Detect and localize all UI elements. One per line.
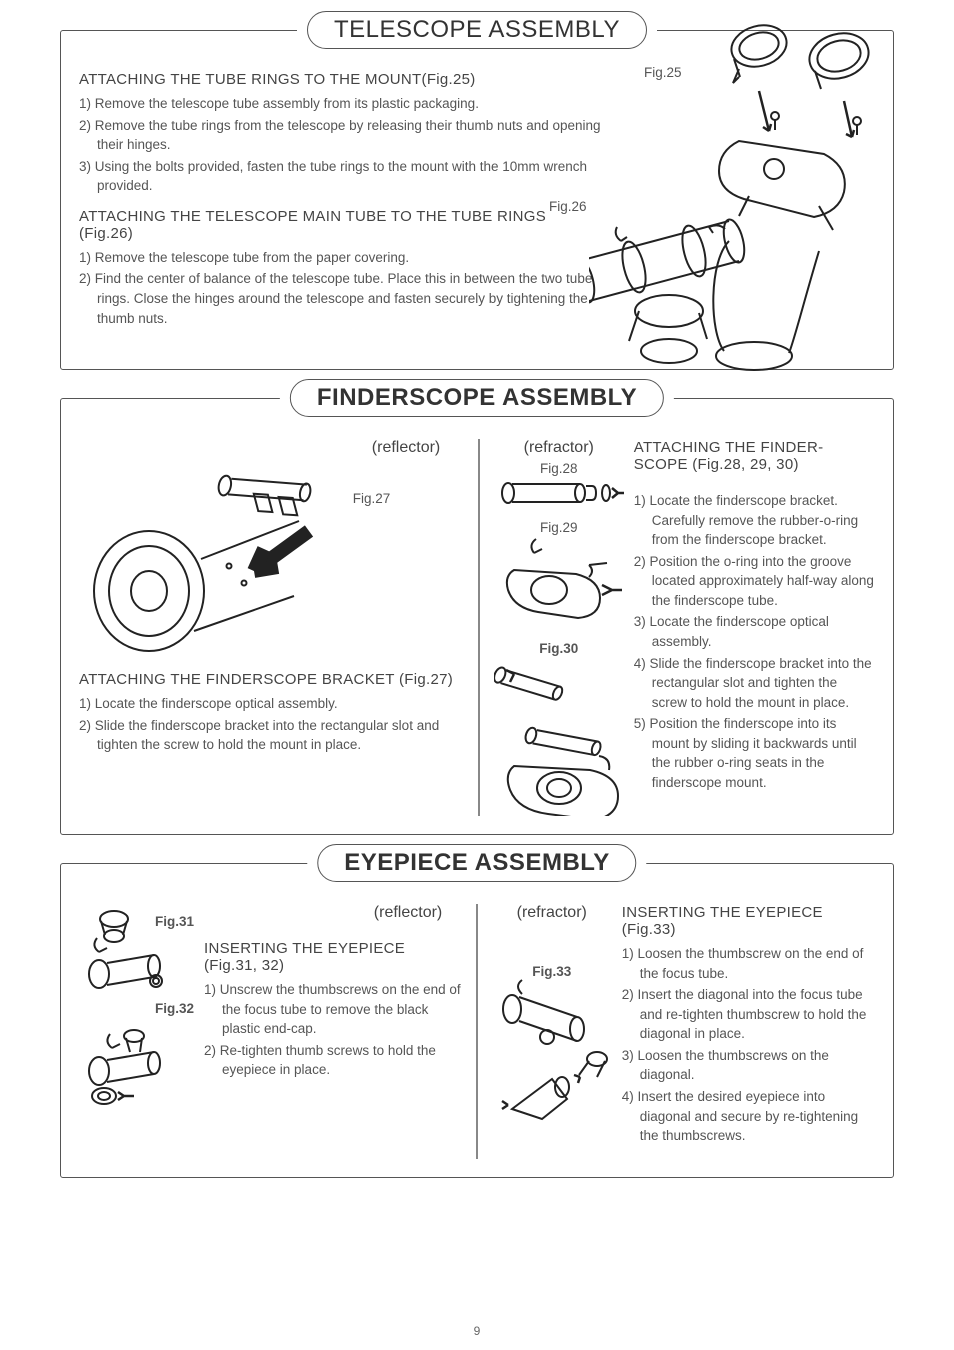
finder-left-column: (reflector) Fig.27: [79, 439, 464, 816]
step: 1) Locate the finderscope optical assemb…: [79, 694, 460, 714]
section-finderscope-assembly: FINDERSCOPE ASSEMBLY (reflector) Fig.27: [60, 398, 894, 835]
step: 3) Locate the finderscope optical assemb…: [634, 612, 875, 651]
body-attach-finderscope: 1) Locate the finderscope bracket. Caref…: [634, 491, 875, 792]
eyepiece-left-column: Fig.31 Fig.32: [79, 904, 462, 1159]
finder-columns: (reflector) Fig.27: [79, 439, 875, 816]
step: 2) Slide the finderscope bracket into th…: [79, 716, 460, 755]
eyepiece-fig32-illustration: [79, 1016, 194, 1126]
column-label-reflector: (reflector): [79, 439, 460, 457]
fig-label-33: Fig.33: [492, 964, 612, 979]
finderscope-tube-illustration: [494, 476, 624, 510]
finderscope-bracket-illustration: [494, 535, 624, 635]
column-divider: [476, 904, 478, 1159]
column-label-refractor: (refractor): [494, 439, 624, 457]
fig-label-30: Fig.30: [494, 641, 624, 656]
step: 3) Loosen the thumbscrews on the diagona…: [622, 1046, 875, 1085]
page-number: 9: [474, 1324, 481, 1338]
step: 1) Remove the telescope tube from the pa…: [79, 248, 603, 268]
step: 1) Locate the finderscope bracket. Caref…: [634, 491, 875, 550]
step: 1) Loosen the thumbscrew on the end of t…: [622, 944, 875, 983]
step: 2) Find the center of balance of the tel…: [79, 269, 603, 328]
subhead-main-tube: ATTACHING THE TELESCOPE MAIN TUBE TO THE…: [79, 208, 603, 242]
body-finder-bracket: 1) Locate the finderscope optical assemb…: [79, 694, 460, 755]
column-label-refractor: (refractor): [492, 904, 612, 922]
subhead-finder-bracket: ATTACHING THE FINDERSCOPE BRACKET (Fig.2…: [79, 671, 460, 688]
section-title: EYEPIECE ASSEMBLY: [317, 844, 636, 882]
body-insert-eyepiece-refractor: 1) Loosen the thumbscrew on the end of t…: [622, 944, 875, 1146]
section-title: FINDERSCOPE ASSEMBLY: [290, 379, 664, 417]
section-title-wrap: TELESCOPE ASSEMBLY: [297, 11, 657, 49]
finder-right-figs: (refractor) Fig.28 Fig.29: [494, 439, 624, 816]
step: 3) Using the bolts provided, fasten the …: [79, 157, 603, 196]
section-title-wrap: FINDERSCOPE ASSEMBLY: [280, 379, 674, 417]
telescope-mount-illustration: [589, 1, 899, 381]
step: 4) Slide the finderscope bracket into th…: [634, 654, 875, 713]
body-insert-eyepiece-reflector: 1) Unscrew the thumbscrews on the end of…: [204, 980, 462, 1080]
finder-right-column: (refractor) Fig.28 Fig.29: [494, 439, 875, 816]
step: 5) Position the finderscope into its mou…: [634, 714, 875, 792]
fig27-wrap: Fig.27: [79, 461, 460, 671]
fig-label-29: Fig.29: [494, 520, 624, 535]
eyepiece-right-figs: (refractor) Fig.33: [492, 904, 612, 1159]
subhead-attach-finderscope: ATTACHING THE FINDER-SCOPE (Fig.28, 29, …: [634, 439, 875, 473]
telescope-illustrations: Fig.25 Fig.26: [589, 1, 899, 381]
step: 2) Position the o-ring into the groove l…: [634, 552, 875, 611]
eyepiece-columns: Fig.31 Fig.32: [79, 904, 875, 1159]
fig-label-25: Fig.25: [644, 65, 682, 80]
section-telescope-assembly: TELESCOPE ASSEMBLY ATTACHING THE TUBE RI…: [60, 30, 894, 370]
fig-label-28: Fig.28: [494, 461, 624, 476]
step: 2) Remove the tube rings from the telesc…: [79, 116, 603, 155]
subhead-tube-rings-mount: ATTACHING THE TUBE RINGS TO THE MOUNT(Fi…: [79, 71, 603, 88]
section-title-wrap: EYEPIECE ASSEMBLY: [307, 844, 646, 882]
step: 1) Remove the telescope tube assembly fr…: [79, 94, 603, 114]
body-main-tube: 1) Remove the telescope tube from the pa…: [79, 248, 603, 328]
step: 2) Insert the diagonal into the focus tu…: [622, 985, 875, 1044]
section-eyepiece-assembly: EYEPIECE ASSEMBLY: [60, 863, 894, 1178]
eyepiece-refractor-illustration: [492, 979, 612, 1159]
finderscope-assembled-illustration: [494, 656, 624, 816]
step: 1) Unscrew the thumbscrews on the end of…: [204, 980, 462, 1039]
step: 2) Re-tighten thumb screws to hold the e…: [204, 1041, 462, 1080]
eyepiece-right-column: (refractor) Fig.33: [492, 904, 875, 1159]
eyepiece-left-figs: Fig.31 Fig.32: [79, 904, 194, 1159]
column-label-reflector: (reflector): [204, 904, 462, 922]
section-title: TELESCOPE ASSEMBLY: [307, 11, 647, 49]
subhead-insert-eyepiece-refractor: INSERTING THE EYEPIECE (Fig.33): [622, 904, 875, 938]
fig-label-27: Fig.27: [353, 491, 391, 506]
finder-right-text: ATTACHING THE FINDER-SCOPE (Fig.28, 29, …: [634, 439, 875, 816]
eyepiece-right-text: INSERTING THE EYEPIECE (Fig.33) 1) Loose…: [622, 904, 875, 1159]
body-tube-rings-mount: 1) Remove the telescope tube assembly fr…: [79, 94, 603, 196]
eyepiece-left-text: (reflector) INSERTING THE EYEPIECE (Fig.…: [204, 904, 462, 1159]
subhead-insert-eyepiece-reflector: INSERTING THE EYEPIECE (Fig.31, 32): [204, 940, 462, 974]
fig-label-32: Fig.32: [79, 1001, 194, 1016]
step: 4) Insert the desired eyepiece into diag…: [622, 1087, 875, 1146]
column-divider: [478, 439, 480, 816]
fig-label-31: Fig.31: [79, 914, 194, 929]
